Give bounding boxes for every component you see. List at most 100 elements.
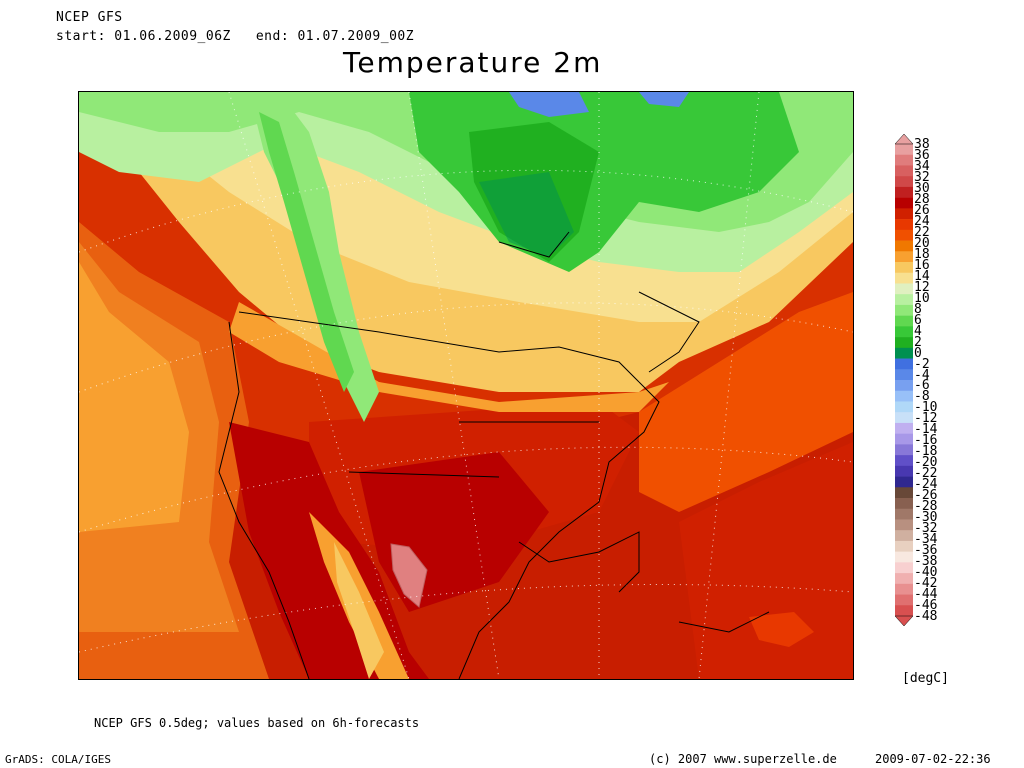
colorbar-cell [895, 401, 913, 413]
colorbar-tick-label: 26 [914, 202, 930, 218]
colorbar-cell [895, 326, 913, 338]
footer-timestamp: 2009-07-02-22:36 [875, 752, 991, 766]
colorbar-cell [895, 540, 913, 552]
colorbar-tick-label: 14 [914, 268, 930, 284]
temperature-map [78, 91, 854, 680]
colorbar-tick-label: 12 [914, 279, 930, 295]
colorbar-cell [895, 412, 913, 424]
colorbar-cell [895, 315, 913, 327]
colorbar-tick-label: 32 [914, 169, 930, 185]
colorbar-cell [895, 476, 913, 488]
colorbar-cell [895, 294, 913, 306]
field-mexico-amber [334, 542, 384, 679]
colorbar-cell [895, 358, 913, 370]
colorbar-tick-label: 20 [914, 235, 930, 251]
colorbar-tick-label: -38 [914, 554, 938, 570]
colorbar-cell [895, 380, 913, 392]
colorbar-cell [895, 154, 913, 166]
colorbar-cell [895, 240, 913, 252]
colorbar-tick-label: -4 [914, 367, 930, 383]
colorbar-tick-label: -20 [914, 455, 938, 471]
colorbar-cell [895, 229, 913, 241]
footer-software: GrADS: COLA/IGES [5, 753, 111, 766]
colorbar-tick-label: -26 [914, 488, 938, 504]
colorbar-tick-label: 38 [914, 137, 930, 152]
colorbar-tick-label: -28 [914, 499, 938, 515]
colorbar-cell [895, 347, 913, 359]
colorbar-bottom-arrow [895, 615, 913, 626]
colorbar-tick-label: -24 [914, 477, 938, 493]
colorbar-tick-label: -36 [914, 543, 938, 559]
colorbar-cell [895, 165, 913, 177]
colorbar-tick-label: 36 [914, 147, 930, 163]
map-title: Temperature 2m [343, 46, 603, 79]
model-name: NCEP GFS [56, 10, 123, 25]
colorbar-cell [895, 583, 913, 595]
colorbar-tick-label: -6 [914, 378, 930, 394]
colorbar-tick-label: -10 [914, 400, 938, 416]
colorbar-cell [895, 508, 913, 520]
colorbar-tick-label: -40 [914, 565, 938, 581]
colorbar-tick-label: 6 [914, 312, 922, 328]
colorbar-cell [895, 186, 913, 198]
colorbar-tick-label: 30 [914, 180, 930, 196]
field-pacific-amber [79, 262, 189, 532]
colorbar-tick-label: -32 [914, 521, 938, 537]
colorbar-cell [895, 219, 913, 231]
footer-note: NCEP GFS 0.5deg; values based on 6h-fore… [94, 716, 420, 730]
colorbar-cell [895, 444, 913, 456]
colorbar-cell [895, 283, 913, 295]
colorbar-tick-label: -2 [914, 356, 930, 372]
colorbar-cell [895, 390, 913, 402]
colorbar-tick-label: -48 [914, 609, 938, 624]
footer-copyright: (c) 2007 www.superzelle.de [649, 752, 837, 766]
colorbar-cell [895, 498, 913, 510]
colorbar-tick-label: 10 [914, 290, 930, 306]
colorbar-cell [895, 487, 913, 499]
colorbar-tick-label: 0 [914, 345, 922, 361]
colorbar-cell [895, 433, 913, 445]
units-label: [degC] [902, 671, 949, 686]
colorbar-cell [895, 562, 913, 574]
colorbar-cell [895, 551, 913, 563]
colorbar-tick-label: 4 [914, 323, 922, 339]
field-rockies-green2 [259, 112, 354, 392]
colorbar-tick-label: -30 [914, 510, 938, 526]
colorbar-tick-label: 24 [914, 213, 930, 229]
run-info: start: 01.06.2009_06Z end: 01.07.2009_00… [56, 29, 415, 44]
colorbar-cell [895, 573, 913, 585]
colorbar-cell [895, 455, 913, 467]
field-texas-pink [390, 543, 428, 608]
colorbar-cell [895, 262, 913, 274]
colorbar-cell [895, 197, 913, 209]
graticule [79, 92, 853, 679]
colorbar-cell [895, 176, 913, 188]
colorbar-tick-label: -8 [914, 389, 930, 405]
colorbar-tick-label: -46 [914, 598, 938, 614]
colorbar-cell [895, 519, 913, 531]
colorbar-tick-label: 8 [914, 301, 922, 317]
colorbar-tick-label: -22 [914, 466, 938, 482]
colorbar-tick-label: -14 [914, 422, 938, 438]
colorbar-tick-label: -12 [914, 411, 938, 427]
colorbar-tick-label: -42 [914, 576, 938, 592]
colorbar-cell [895, 304, 913, 316]
field-arctic-blue [509, 92, 589, 117]
colorbar-cell [895, 208, 913, 220]
colorbar-cell [895, 251, 913, 263]
colorbar-tick-label: 34 [914, 158, 930, 174]
colorbar-tick-label: -44 [914, 587, 938, 603]
coastlines [218, 231, 770, 679]
colorbar-cell [895, 465, 913, 477]
field-hudson-green [479, 172, 574, 257]
colorbar-cell [895, 422, 913, 434]
field-arctic-blue2 [639, 92, 689, 107]
colorbar-cell [895, 530, 913, 542]
colorbar-tick-label: -18 [914, 444, 938, 460]
field-orange-belt [229, 302, 669, 412]
colorbar [895, 134, 913, 626]
colorbar-tick-label: -16 [914, 433, 938, 449]
colorbar-cell [895, 272, 913, 284]
field-atlantic-red [679, 442, 853, 679]
colorbar-cell [895, 144, 913, 156]
